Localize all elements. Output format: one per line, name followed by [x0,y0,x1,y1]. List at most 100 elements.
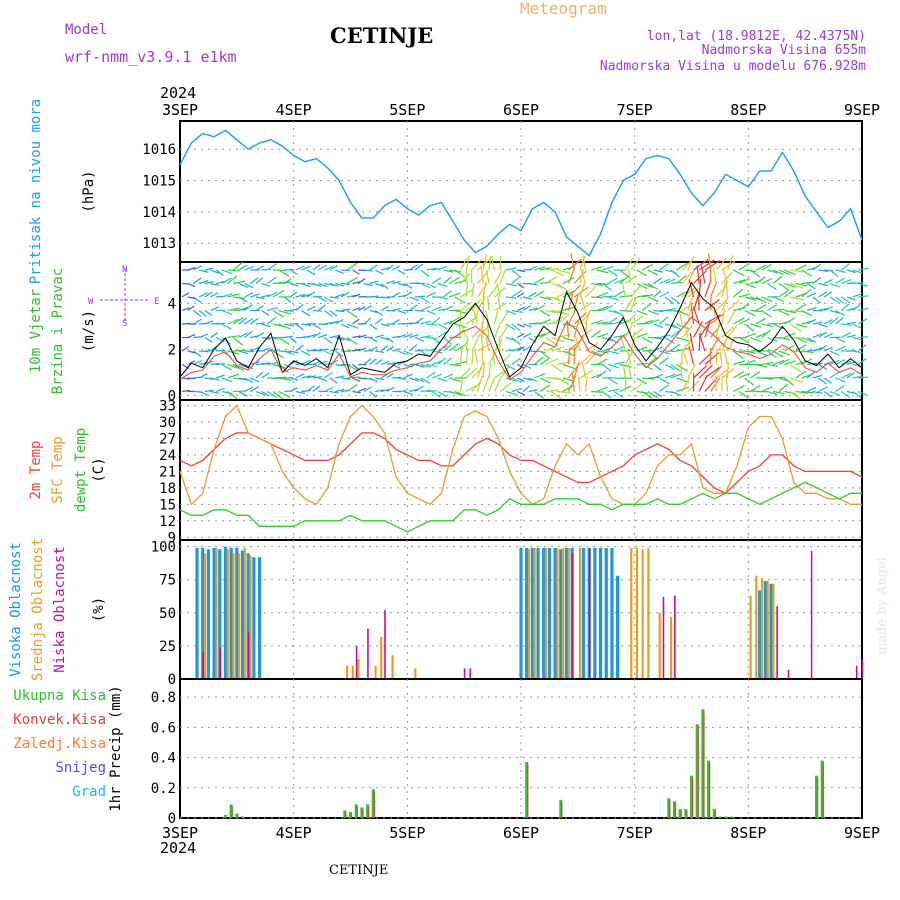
wind-arrow [278,269,290,278]
compass-letter: N [122,265,127,275]
precip-conv-bar [680,810,682,818]
wind-arrow [636,269,647,277]
wind-arrow [323,296,333,303]
cloud-bar [861,659,864,679]
wind-arrow [647,269,659,276]
wind-arrow [551,282,565,289]
wind-arrow [647,309,659,316]
wind-arrow [806,292,817,298]
precip-conv-bar [231,806,233,818]
wind-arrow [397,361,407,366]
wind-arrow [665,350,677,353]
wind-arrow [210,292,219,298]
wind-arrow [380,336,390,341]
wind-arrow [721,271,733,284]
precip-bar [525,762,529,818]
temp-line [179,432,863,495]
cloud-bar [384,610,386,679]
wind-arrow [670,296,681,305]
cloud-bar [769,583,773,679]
wind-arrow [704,259,721,271]
wind-arrow [539,319,551,325]
wind-arrow [193,277,202,284]
cloud-bar [246,553,250,679]
wind-arrow [573,320,580,338]
wind-arrow [750,336,762,343]
wind-arrow [346,262,358,271]
wind-arrow [403,282,413,289]
wind-arrow [335,293,345,298]
wind-arrow [187,282,196,288]
wind-arrow [772,323,785,330]
wind-arrow [414,295,425,298]
wind-arrow [511,337,521,345]
model-label: Model [65,22,107,38]
wind-arrow [534,333,546,339]
wind-arrow [486,323,490,338]
wind-arrow [659,278,671,285]
wind-arrow [301,350,311,356]
wind-arrow [227,363,240,370]
time-tick-bottom: 9SEP [844,824,880,842]
wind-arrow [221,363,232,371]
wind-arrow [499,382,512,392]
wind-arrow [499,366,510,379]
wind-arrow [682,349,689,365]
wind-arrow [841,323,852,326]
wind-arrow [329,377,338,384]
wind-arrow [664,296,675,305]
wind-arrow [485,309,490,325]
wind-arrow [346,384,358,393]
wind-arrow [335,388,345,393]
precip-conv-bar [686,810,688,818]
wind-arrow [852,336,863,341]
wind-arrow [835,277,845,285]
wind-arrow [767,336,778,343]
wind-arrow [704,319,712,338]
wind-arrow [641,302,652,311]
wind-arrow [693,270,707,284]
wind-arrow [414,363,425,368]
wind-arrow [579,268,585,284]
wind-arrow [579,369,594,379]
wind-arrow [482,254,487,271]
wind-arrow [454,296,466,304]
wind-arrow [534,373,546,379]
wind-arrow [568,284,582,298]
precip-legend-entry: Ukupna Kisa [13,688,106,704]
wind-arrow [812,374,823,379]
y-tick-label: 27 [159,431,176,447]
wind-arrow [284,268,293,271]
wind-arrow [312,295,322,298]
wind-arrow [829,317,839,325]
wind-arrow [244,282,254,289]
wind-arrow [312,264,321,271]
wind-arrow [485,269,490,284]
wind-arrow [221,390,233,395]
wind-arrow [474,348,479,365]
wind-arrow [386,280,395,285]
wind-arrow [670,269,680,278]
panel-pressure: 1013 1014 1015 1016 Pritisak na nivou mora (h… [28,99,863,284]
wind-arrow [460,301,472,311]
cloud-bar [257,557,262,679]
wind-arrow [528,377,538,382]
wind-arrow [778,336,791,341]
wind-arrow [858,318,868,325]
wind-arrow [266,263,277,271]
wind-arrow [244,330,253,338]
cloud-bar [201,547,205,679]
wind-arrow [795,336,807,344]
wind-arrow [738,391,749,399]
wind-arrow [818,323,829,328]
wind-arrow [562,336,575,342]
wind-arrow [727,299,740,311]
cloud-bar [238,553,241,679]
wind-arrow [647,282,659,290]
wind-arrow [812,347,823,352]
wind-arrow [238,282,249,288]
wind-arrow [621,282,626,298]
precip-bar [729,816,733,818]
cloud-bar [232,553,235,679]
wind-arrow [818,269,829,273]
